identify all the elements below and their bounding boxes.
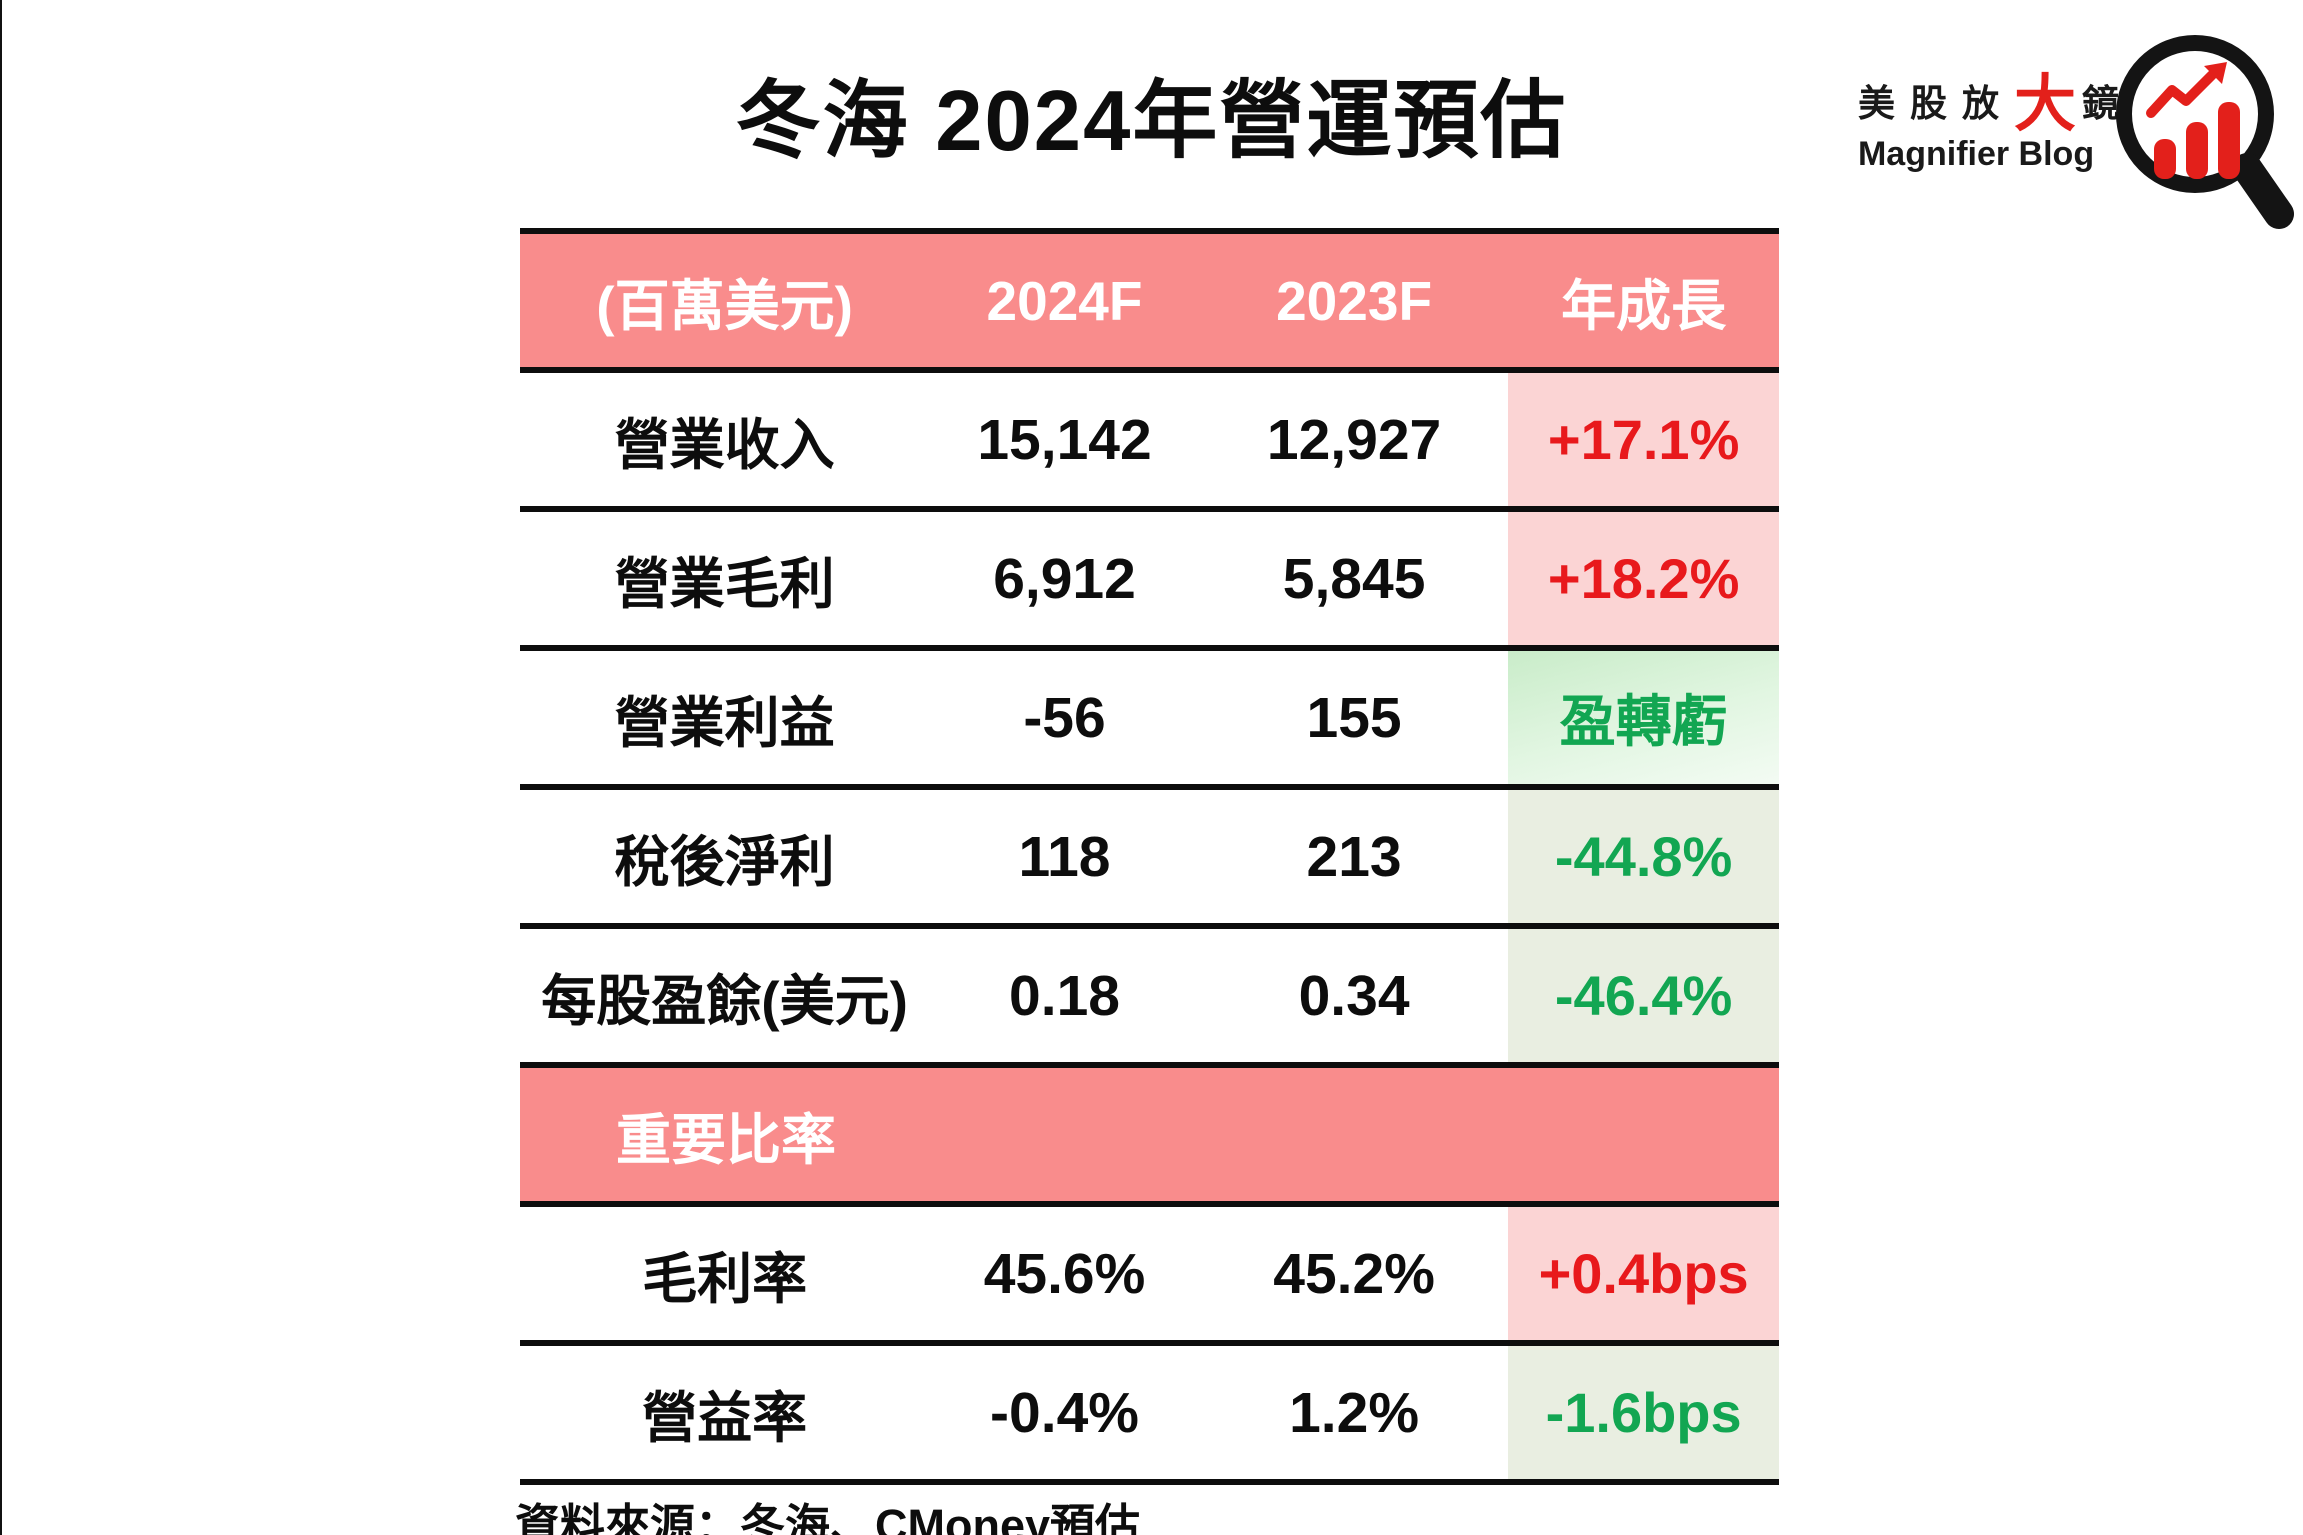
growth-value: -46.4%	[1508, 929, 1779, 1062]
value-2023f: 5,845	[1282, 546, 1426, 611]
brand-name-en: Magnifier Blog	[1857, 134, 2095, 173]
value-2024f: 15,142	[977, 407, 1152, 472]
value-2024f: 0.18	[1009, 963, 1120, 1028]
header-unit: (百萬美元)	[596, 274, 853, 337]
row-label: 營業收入	[614, 413, 835, 476]
row-operating-income: 營業利益 -56 155 盈轉虧	[520, 651, 1779, 790]
header-yoy-growth: 年成長	[1561, 274, 1727, 337]
value-2024f: 6,912	[993, 546, 1136, 611]
row-operating-revenue: 營業收入 15,142 12,927 +17.1%	[520, 373, 1779, 512]
row-gross-margin: 毛利率 45.6% 45.2% +0.4bps	[520, 1207, 1779, 1346]
value-2023f: 12,927	[1266, 407, 1442, 472]
value-2023f: 0.34	[1298, 963, 1410, 1028]
row-section-key-ratios: 重要比率	[520, 1068, 1779, 1207]
brand-name-cjk: 美股放大鏡	[1857, 69, 2119, 139]
brand-logo-text: 美股放大鏡 Magnifier Blog	[1858, 69, 2119, 188]
screenshot-left-border	[0, 0, 2, 1535]
brand-logo: 美股放大鏡 Magnifier Blog	[1858, 22, 2299, 234]
value-2023f: 155	[1306, 685, 1402, 750]
value-2023f: 1.2%	[1289, 1380, 1420, 1445]
growth-value: +17.1%	[1508, 373, 1779, 506]
row-eps: 每股盈餘(美元) 0.18 0.34 -46.4%	[520, 929, 1779, 1068]
row-label: 稅後淨利	[614, 830, 835, 893]
brand-cjk-suffix: 鏡	[2082, 82, 2119, 124]
row-net-income: 稅後淨利 118 213 -44.8%	[520, 790, 1779, 929]
value-2024f: 45.6%	[983, 1241, 1146, 1306]
forecast-table: (百萬美元) 2024F 2023F 年成長 營業收入 15,142 12,92…	[520, 228, 1779, 1485]
growth-value: +18.2%	[1508, 512, 1779, 645]
growth-value: -1.6bps	[1508, 1346, 1779, 1479]
header-2023f: 2023F	[1276, 269, 1433, 332]
value-2024f: 118	[1018, 824, 1111, 889]
brand-cjk-prefix: 美股放	[1857, 82, 2014, 124]
header-2024f: 2024F	[986, 269, 1143, 332]
value-2024f: -0.4%	[990, 1380, 1139, 1445]
row-label: 毛利率	[642, 1247, 808, 1310]
row-operating-margin: 營益率 -0.4% 1.2% -1.6bps	[520, 1346, 1779, 1485]
section-header-label: 重要比率	[616, 1108, 837, 1171]
value-2024f: -56	[1023, 685, 1106, 750]
value-2023f: 213	[1306, 824, 1402, 889]
page-title: 冬海 2024年營運預估	[735, 74, 1568, 169]
growth-value: -44.8%	[1508, 790, 1779, 923]
row-label: 營業利益	[614, 691, 835, 754]
row-label: 營業毛利	[614, 552, 835, 615]
growth-value: +0.4bps	[1508, 1207, 1779, 1340]
source-note: 資料來源：冬海、CMoney預估	[515, 1500, 1141, 1535]
row-label: 每股盈餘(美元)	[541, 969, 908, 1032]
brand-cjk-big-red: 大	[2013, 69, 2082, 139]
row-label: 營益率	[642, 1386, 808, 1449]
table-header-row: (百萬美元) 2024F 2023F 年成長	[520, 228, 1779, 373]
magnifier-chart-icon	[2116, 35, 2294, 229]
row-gross-profit: 營業毛利 6,912 5,845 +18.2%	[520, 512, 1779, 651]
value-2023f: 45.2%	[1273, 1241, 1435, 1306]
growth-value: 盈轉虧	[1508, 651, 1779, 784]
